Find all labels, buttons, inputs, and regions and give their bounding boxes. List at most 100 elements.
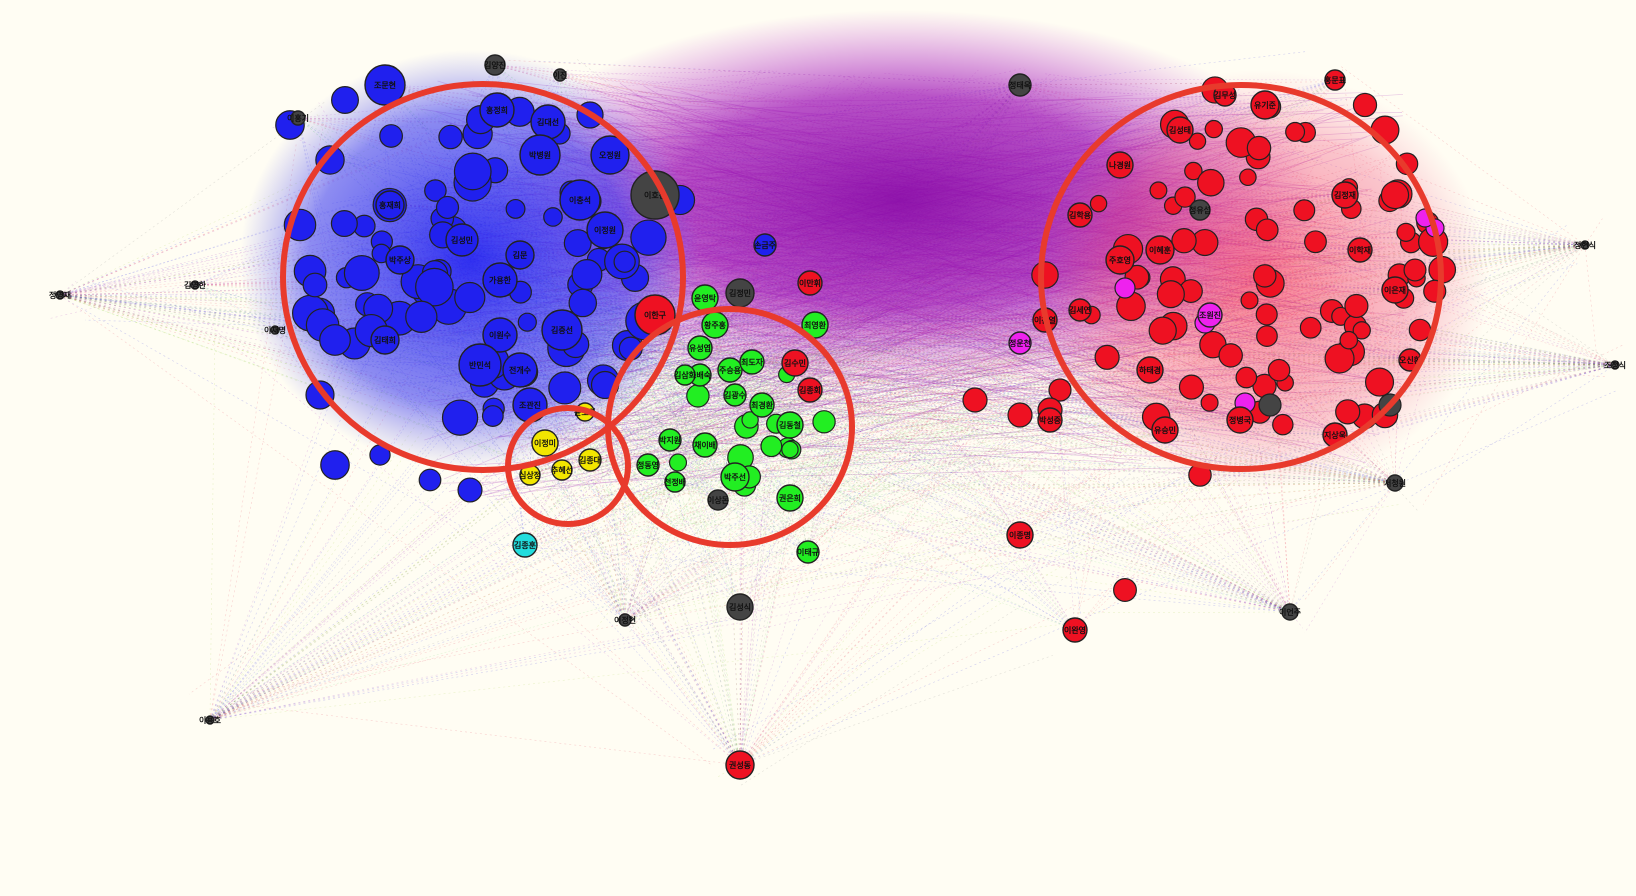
node-35: 김광수 (724, 384, 747, 406)
node-66: 유기준 (1251, 91, 1279, 119)
node-label: 박주선 (724, 472, 746, 482)
node-label: 박지원 (659, 435, 681, 445)
node-label: 김태희 (374, 335, 396, 345)
node-unlabeled-164 (320, 325, 351, 356)
node-unlabeled-36 (380, 125, 403, 148)
node-unlabeled-35 (549, 372, 581, 404)
node-unlabeled-169 (458, 478, 482, 502)
node-unlabeled-43 (518, 313, 536, 331)
node-unlabeled-23 (483, 406, 504, 427)
node-81: 정운천 (1009, 332, 1031, 354)
node-label: 김광수 (724, 390, 747, 400)
node-label: 정병국 (1229, 415, 1252, 425)
node-label: 김종대 (579, 455, 601, 465)
node-label: 유승민 (1154, 425, 1176, 435)
node-label: 최경환 (751, 400, 774, 410)
node-unlabeled-136 (1240, 169, 1256, 185)
node-69: 나경원 (1107, 152, 1133, 178)
node-unlabeled-93 (1179, 375, 1203, 399)
node-label: 추혜선 (551, 465, 573, 475)
node-unlabeled-114 (1090, 196, 1106, 212)
node-label: 이용호 (199, 715, 222, 725)
node-56: 김성식 (727, 594, 753, 620)
node-label: 김무성 (1214, 90, 1236, 100)
node-label: 오정원 (599, 150, 621, 160)
node-22: 김양진 (484, 55, 506, 75)
node-label: 박성중 (1039, 415, 1062, 425)
node-unlabeled-128 (1157, 281, 1184, 308)
node-unlabeled-47 (454, 153, 491, 190)
node-label: 이종명 (1009, 530, 1031, 540)
node-label: 김성민 (451, 235, 473, 245)
node-unlabeled-132 (1286, 122, 1305, 141)
node-label: 유성엽 (689, 343, 711, 353)
node-67: 김정재 (1332, 182, 1358, 208)
node-45: 이태규 (797, 541, 820, 563)
node-label: 이정미 (534, 438, 556, 448)
node-17: 박주상 (386, 246, 414, 274)
node-label: 권은희 (779, 493, 801, 503)
node-label: 정동영 (637, 460, 659, 470)
node-label: 천정배 (664, 477, 686, 487)
node-label: 홍재희 (379, 200, 401, 210)
node-label: 이한구 (644, 310, 667, 320)
node-15: 반민석 (459, 344, 501, 386)
node-label: 심상정 (519, 470, 541, 480)
node-label: 최영환 (804, 320, 827, 330)
node-46: 최경환 (750, 393, 774, 417)
node-70: 주호영 (1106, 246, 1134, 274)
node-unlabeled-185 (963, 388, 987, 412)
node-38: 김동철 (777, 412, 803, 438)
node-label: 조원진 (1199, 310, 1221, 320)
node-label: 최도자 (741, 357, 764, 367)
node-83: 조원진 (1198, 303, 1222, 327)
node-43: 천정배 (664, 472, 686, 492)
node-54: 김종훈 (513, 533, 537, 557)
node-58: 정태옥 (1009, 74, 1032, 96)
node-unlabeled-181 (1114, 579, 1137, 602)
node-unlabeled-148 (813, 411, 835, 433)
node-68: 이은재 (1382, 277, 1408, 303)
node-88: 권성동 (726, 751, 754, 779)
node-label: 윤영탁 (694, 293, 717, 303)
node-unlabeled-120 (1345, 294, 1368, 317)
node-unlabeled-182 (1353, 93, 1376, 116)
node-71: 김학용 (1068, 203, 1092, 227)
node-84: 이종명 (1007, 522, 1033, 548)
node-label: 전개수 (509, 365, 532, 375)
node-unlabeled-135 (1254, 265, 1276, 287)
node-40: 채이배 (693, 433, 717, 457)
node-33: 주승용 (718, 358, 742, 382)
node-label: 정현식 (1574, 240, 1596, 250)
node-5: 이충석 (560, 180, 600, 220)
node-unlabeled-78 (1305, 231, 1327, 253)
node-49: 이정미 (532, 430, 558, 456)
node-label: 김종훈 (514, 540, 537, 550)
node-unlabeled-189 (1115, 278, 1135, 298)
node-label: 김동철 (779, 420, 801, 430)
node-85: 정현식 (1574, 240, 1596, 250)
node-42: 권은희 (777, 485, 803, 511)
node-75: 정병국 (1227, 407, 1253, 433)
node-label: 김성식 (729, 602, 751, 612)
node-label: 김학용 (1069, 210, 1092, 220)
node-unlabeled-144 (1336, 400, 1360, 424)
node-label: 이진 (553, 70, 568, 80)
node-72: 이혜훈 (1146, 236, 1174, 264)
node-57: 이용호 (199, 715, 222, 725)
node-unlabeled-177 (1409, 319, 1430, 340)
node-label: 정유섭 (1189, 205, 1211, 215)
node-unlabeled-192 (1259, 394, 1281, 416)
node-label: 서청원 (1384, 478, 1406, 488)
node-label: 이원수 (489, 330, 512, 340)
node-44: 정동영 (637, 454, 659, 476)
node-21: 이홍기 (287, 111, 309, 125)
node-label: 김문 (513, 250, 528, 260)
node-unlabeled-175 (1381, 181, 1408, 208)
node-label: 나경원 (1109, 160, 1131, 170)
node-11: 전개수 (503, 353, 537, 387)
node-18: 정영재 (49, 290, 71, 300)
node-unlabeled-151 (670, 454, 687, 471)
node-label: 이만휘 (799, 278, 821, 288)
node-7: 이정원 (587, 212, 623, 248)
